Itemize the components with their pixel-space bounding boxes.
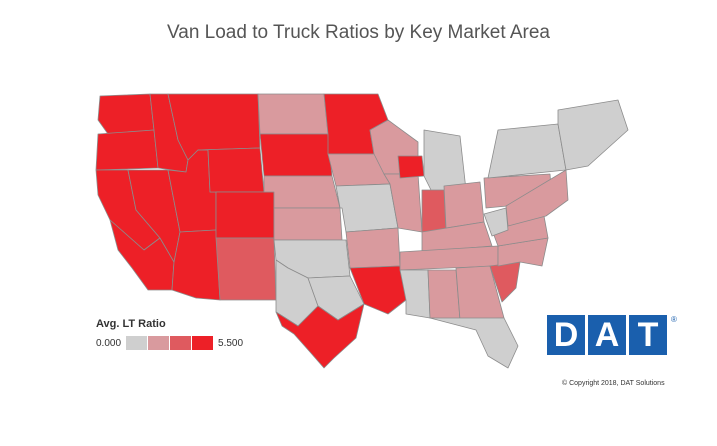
map-region-kansas — [273, 207, 343, 241]
map-region-arizona — [171, 229, 221, 301]
map-region-maryland-nj — [505, 169, 569, 227]
map-region-new-england — [557, 99, 629, 171]
map-region-north-dakota — [257, 93, 329, 135]
map-region-new-york — [487, 123, 567, 179]
legend-swatch-2 — [170, 336, 192, 350]
map-region-oregon — [95, 129, 159, 171]
legend: Avg. LT Ratio 0.000 5.500 — [96, 318, 243, 350]
map-region-south-dakota — [259, 133, 333, 177]
legend-title: Avg. LT Ratio — [96, 318, 166, 330]
map-region-texas-south — [275, 303, 365, 369]
map-region-mississippi — [399, 269, 431, 319]
map-region-missouri — [335, 183, 399, 233]
map-region-michigan — [423, 129, 467, 193]
logo-letter-a: A — [588, 315, 626, 355]
copyright-text: © Copyright 2018, DAT Solutions — [562, 380, 665, 387]
us-choropleth-map — [88, 90, 648, 372]
map-region-west-virginia — [483, 207, 509, 237]
logo-letter-t: T — [629, 315, 667, 355]
map-region-indiana — [421, 189, 447, 233]
legend-scale: 0.000 5.500 — [96, 336, 243, 350]
map-region-louisiana — [349, 265, 407, 315]
legend-swatch-3 — [192, 336, 214, 350]
map-region-colorado — [215, 191, 275, 239]
logo-letter-d: D — [547, 315, 585, 355]
map-region-new-mexico — [215, 237, 277, 301]
registered-mark: ® — [671, 315, 677, 324]
legend-swatch-1 — [148, 336, 170, 350]
dat-logo: D A T ® — [547, 315, 677, 355]
map-region-nebraska — [263, 175, 341, 209]
map-svg — [95, 93, 629, 369]
map-region-florida — [429, 317, 519, 369]
legend-max-label: 5.500 — [218, 337, 244, 349]
map-region-washington — [97, 93, 155, 135]
legend-min-label: 0.000 — [96, 337, 122, 349]
map-title: Van Load to Truck Ratios by Key Market A… — [166, 22, 550, 43]
map-region-alabama — [427, 269, 461, 321]
legend-swatches — [126, 336, 214, 350]
map-region-chicago — [397, 155, 425, 179]
legend-swatch-0 — [126, 336, 148, 350]
map-region-ohio — [443, 181, 485, 229]
map-region-arkansas — [345, 227, 401, 269]
